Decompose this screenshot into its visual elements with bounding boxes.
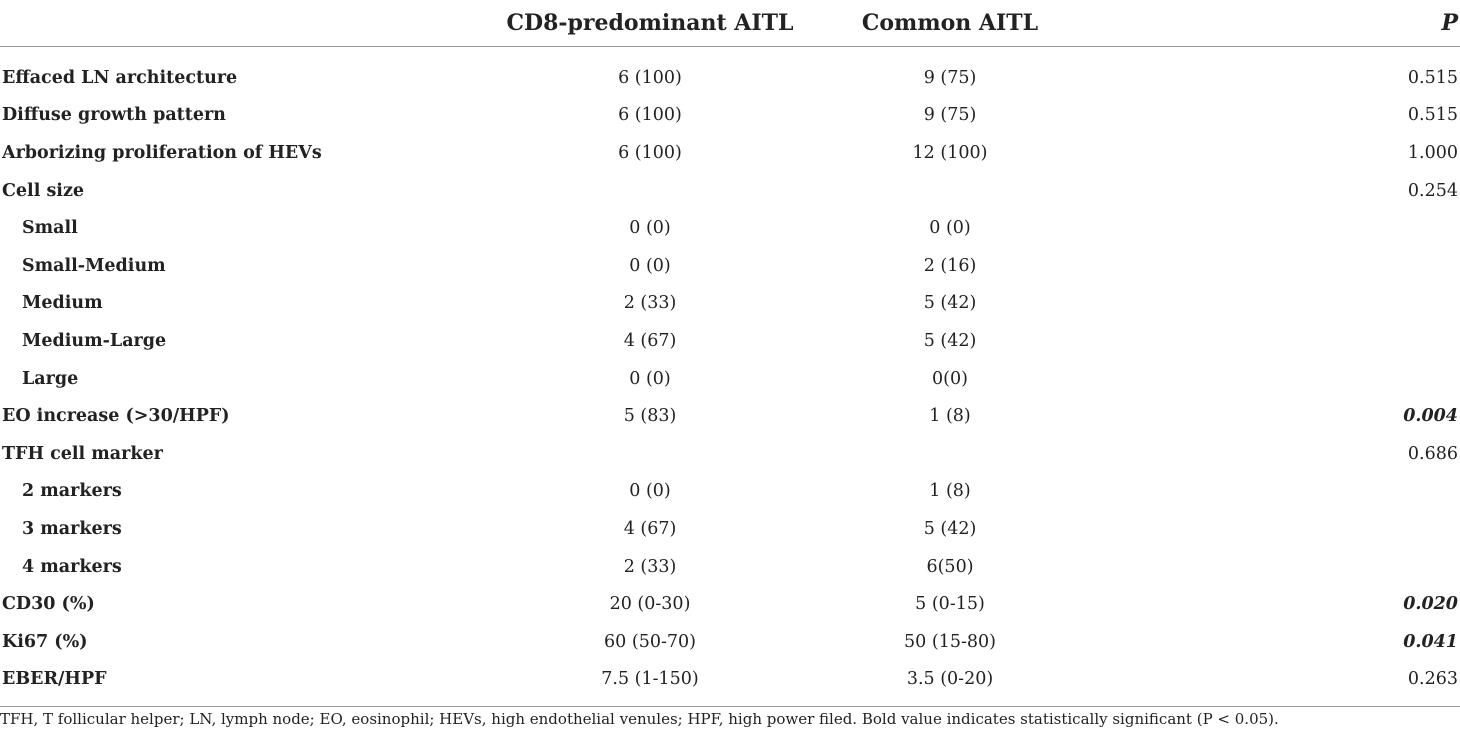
cd8-value	[500, 435, 800, 473]
row-label: Small-Medium	[22, 255, 166, 276]
cd8-value: 0 (0)	[629, 255, 671, 276]
table-row: CD30 (%) 20 (0-30) 5 (0-15) 0.020	[0, 585, 1460, 623]
row-label: Diffuse growth pattern	[2, 105, 226, 126]
table-row: Cell size 0.254	[0, 172, 1460, 210]
p-value: 0.041	[1403, 631, 1458, 652]
p-value	[1100, 360, 1460, 398]
p-value: 0.686	[1407, 443, 1458, 464]
p-value	[1100, 209, 1460, 247]
common-value: 9 (75)	[923, 67, 977, 88]
p-value	[1100, 548, 1460, 586]
p-value	[1100, 322, 1460, 360]
row-label: Cell size	[2, 180, 85, 201]
table-row: Ki67 (%) 60 (50-70) 50 (15-80) 0.041	[0, 623, 1460, 661]
row-label: Ki67 (%)	[2, 631, 88, 652]
row-label: EO increase (>30/HPF)	[2, 406, 230, 427]
cd8-value	[500, 172, 800, 210]
cd8-value: 6 (100)	[618, 142, 682, 163]
cd8-value: 7.5 (1-150)	[500, 660, 800, 708]
p-value	[1100, 247, 1460, 285]
row-label: 2 markers	[22, 481, 122, 502]
common-value: 5 (42)	[923, 518, 977, 539]
header-cd8-predominant: CD8-predominant AITL	[500, 0, 800, 47]
table-row: Diffuse growth pattern 6 (100) 9 (75) 0.515	[0, 97, 1460, 135]
row-label: Arborizing proliferation of HEVs	[2, 142, 322, 163]
cd8-value: 4 (67)	[623, 518, 677, 539]
row-label: 4 markers	[22, 556, 122, 577]
table-row: Small 0 (0) 0 (0)	[0, 209, 1460, 247]
cd8-value: 6 (100)	[618, 105, 682, 126]
common-value: 0 (0)	[929, 218, 971, 239]
row-label: Small	[22, 218, 78, 239]
table-row: Small-Medium 0 (0) 2 (16)	[0, 247, 1460, 285]
table-row: Large 0 (0) 0(0)	[0, 360, 1460, 398]
common-value: 3.5 (0-20)	[800, 660, 1100, 708]
table-row: EBER/HPF 7.5 (1-150) 3.5 (0-20) 0.263	[0, 660, 1460, 708]
common-value: 1 (8)	[929, 406, 971, 427]
table-row: EO increase (>30/HPF) 5 (83) 1 (8) 0.004	[0, 397, 1460, 435]
p-value: 0.515	[1407, 67, 1458, 88]
common-value	[800, 172, 1100, 210]
row-label: Effaced LN architecture	[2, 67, 238, 88]
common-value	[800, 435, 1100, 473]
cd8-value: 2 (33)	[623, 293, 677, 314]
table-header: CD8-predominant AITL Common AITL P	[0, 0, 1460, 47]
cd8-value: 0 (0)	[629, 218, 671, 239]
table-row: 2 markers 0 (0) 1 (8)	[0, 473, 1460, 511]
header-p-value: P	[1100, 0, 1460, 47]
cd8-value: 0 (0)	[629, 368, 671, 389]
cd8-value: 2 (33)	[623, 556, 677, 577]
table-row: 3 markers 4 (67) 5 (42)	[0, 510, 1460, 548]
p-value	[1100, 473, 1460, 511]
cd8-value: 6 (100)	[618, 67, 682, 88]
p-value: 0.515	[1407, 105, 1458, 126]
common-value: 5 (42)	[923, 293, 977, 314]
comparison-table: CD8-predominant AITL Common AITL P Effac…	[0, 0, 1460, 708]
p-value: 0.004	[1403, 406, 1458, 427]
row-label: 3 markers	[22, 518, 122, 539]
header-row: CD8-predominant AITL Common AITL P	[0, 0, 1460, 47]
common-value: 50 (15-80)	[904, 631, 996, 652]
common-value: 5 (42)	[923, 330, 977, 351]
p-value	[1100, 510, 1460, 548]
cd8-value: 20 (0-30)	[609, 594, 691, 615]
table-body: Effaced LN architecture 6 (100) 9 (75) 0.51…	[0, 47, 1460, 708]
p-value: 0.020	[1403, 594, 1458, 615]
header-common-aitl: Common AITL	[800, 0, 1100, 47]
common-value: 2 (16)	[923, 255, 977, 276]
row-label: Medium	[22, 293, 103, 314]
common-value: 1 (8)	[929, 481, 971, 502]
table-row: 4 markers 2 (33) 6(50)	[0, 548, 1460, 586]
cd8-value: 0 (0)	[629, 481, 671, 502]
common-value: 12 (100)	[912, 142, 988, 163]
table-row: Effaced LN architecture 6 (100) 9 (75) 0.51…	[0, 47, 1460, 97]
table-footnote: TFH, T follicular helper; LN, lymph node…	[0, 710, 1279, 728]
table-row: Medium 2 (33) 5 (42)	[0, 285, 1460, 323]
common-value: 5 (0-15)	[915, 594, 985, 615]
p-value: 0.263	[1100, 660, 1460, 708]
cd8-value: 4 (67)	[623, 330, 677, 351]
table-row: TFH cell marker 0.686	[0, 435, 1460, 473]
table-row: Medium-Large 4 (67) 5 (42)	[0, 322, 1460, 360]
row-label: TFH cell marker	[2, 443, 163, 464]
header-label	[0, 0, 500, 47]
p-value: 1.000	[1407, 142, 1458, 163]
row-label: EBER/HPF	[0, 660, 500, 708]
data-table-container: CD8-predominant AITL Common AITL P Effac…	[0, 0, 1460, 708]
common-value: 6(50)	[926, 556, 974, 577]
common-value: 0(0)	[932, 368, 968, 389]
row-label: CD30 (%)	[2, 594, 95, 615]
table-row: Arborizing proliferation of HEVs 6 (100) 1…	[0, 134, 1460, 172]
row-label: Large	[22, 368, 79, 389]
p-value: 0.254	[1407, 180, 1458, 201]
cd8-value: 60 (50-70)	[604, 631, 696, 652]
cd8-value: 5 (83)	[623, 406, 677, 427]
row-label: Medium-Large	[22, 330, 167, 351]
p-value	[1100, 285, 1460, 323]
common-value: 9 (75)	[923, 105, 977, 126]
